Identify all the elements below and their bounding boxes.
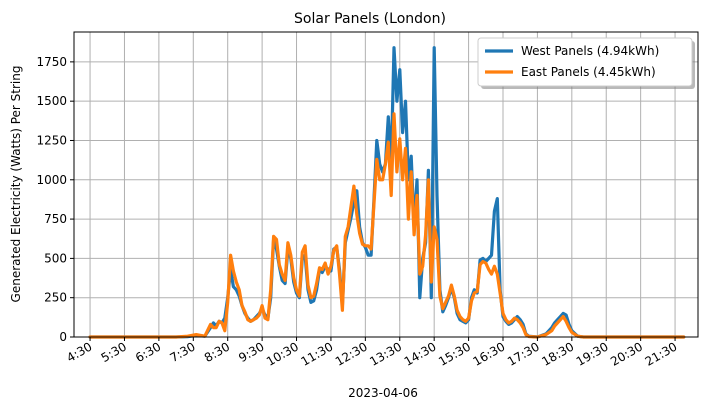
series-line-east: [88, 112, 686, 339]
y-tick-label: 1000: [36, 173, 67, 187]
x-tick-label: 7:30: [167, 339, 197, 365]
x-tick-label: 9:30: [236, 339, 266, 365]
y-axis-label: Generated Electricity (Watts) Per String: [9, 66, 23, 303]
legend: West Panels (4.94kWh) East Panels (4.45kW…: [477, 37, 695, 89]
x-tick-label: 13:30: [367, 339, 404, 368]
plot-frame: [73, 31, 699, 338]
x-tick-label: 18:30: [539, 339, 576, 368]
y-tick-label: 1250: [36, 133, 67, 147]
chart-title: Solar Panels (London): [294, 11, 446, 27]
y-tick-label: 750: [44, 212, 67, 226]
y-tick-label: 500: [44, 251, 67, 265]
x-tick-label: 17:30: [505, 339, 542, 368]
x-tick-label: 19:30: [574, 339, 611, 368]
legend-label: West Panels (4.94kWh): [521, 44, 659, 58]
x-tick-label: 15:30: [436, 339, 473, 368]
series-line-west: [88, 46, 686, 339]
series-layer: [88, 46, 686, 339]
x-tick-label: 10:30: [264, 339, 301, 368]
x-tick-label: 5:30: [99, 339, 129, 365]
x-tick-label: 14:30: [402, 339, 439, 368]
x-tick-label: 4:30: [64, 339, 94, 365]
legend-label: East Panels (4.45kWh): [521, 65, 656, 79]
y-axis: 0 250 500 750 1000 1250 1500 1750: [36, 55, 74, 344]
y-tick-label: 1500: [36, 94, 67, 108]
legend-box: [477, 37, 693, 87]
x-axis-label: 2023-04-06: [348, 386, 418, 400]
grid: [74, 32, 698, 338]
x-tick-label: 11:30: [298, 339, 335, 368]
x-axis: 4:30 5:30 6:30 7:30 8:30 9:3010:3011:3012:301…: [64, 337, 680, 369]
y-tick-label: 0: [59, 330, 67, 344]
x-tick-label: 20:30: [608, 339, 645, 368]
y-tick-label: 250: [44, 291, 67, 305]
x-tick-label: 8:30: [202, 339, 232, 365]
x-tick-label: 12:30: [333, 339, 370, 368]
x-tick-label: 16:30: [471, 339, 508, 368]
y-tick-label: 1750: [36, 55, 67, 69]
x-tick-label: 6:30: [133, 339, 163, 365]
x-tick-label: 21:30: [643, 339, 680, 368]
